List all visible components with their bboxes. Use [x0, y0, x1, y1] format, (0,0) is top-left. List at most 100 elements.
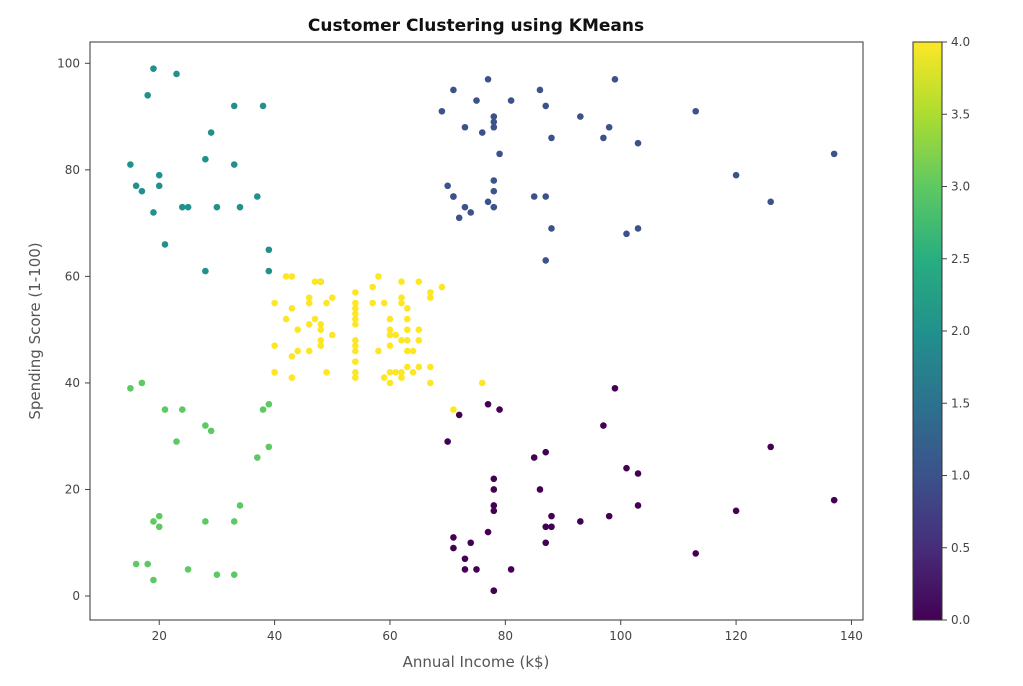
data-point — [444, 438, 451, 445]
data-point — [150, 576, 157, 584]
data-point — [127, 161, 134, 168]
colorbar-tick-label: 3.0 — [951, 180, 970, 194]
data-point — [259, 406, 267, 413]
data-point — [496, 406, 503, 413]
data-point — [213, 203, 221, 211]
data-point — [386, 315, 394, 323]
data-point — [352, 368, 359, 376]
data-point — [398, 374, 405, 381]
data-point — [386, 331, 394, 339]
data-point — [288, 305, 296, 312]
data-point — [202, 518, 209, 525]
data-point — [323, 299, 330, 307]
data-point — [484, 198, 492, 206]
data-point — [375, 347, 382, 355]
data-point — [271, 299, 278, 307]
data-point — [155, 171, 163, 179]
data-point — [605, 123, 613, 131]
data-point — [484, 400, 492, 408]
data-point — [317, 337, 325, 344]
data-point — [328, 331, 336, 339]
data-point — [352, 374, 359, 381]
data-point — [265, 246, 273, 254]
x-tick-label: 120 — [725, 629, 748, 643]
data-point — [444, 182, 451, 190]
x-tick-label: 40 — [267, 629, 282, 643]
y-tick-label: 20 — [65, 482, 80, 496]
data-point — [490, 123, 498, 131]
data-point — [490, 113, 498, 120]
data-point — [161, 406, 169, 413]
data-point — [352, 299, 359, 307]
data-point — [271, 342, 278, 349]
data-point — [542, 193, 550, 200]
data-point — [184, 566, 192, 573]
colorbar-tick-label: 3.5 — [951, 107, 970, 121]
chart-title: Customer Clustering using KMeans — [308, 16, 644, 36]
data-point — [375, 273, 382, 280]
data-point — [450, 86, 457, 94]
data-point — [450, 406, 457, 413]
x-tick-label: 100 — [609, 629, 632, 643]
data-point — [161, 241, 169, 248]
data-point — [352, 358, 359, 365]
data-point — [398, 368, 405, 376]
data-point — [386, 342, 394, 349]
data-point — [138, 379, 146, 387]
data-point — [288, 273, 296, 280]
data-point — [490, 203, 498, 211]
data-point — [536, 486, 544, 493]
data-point — [127, 384, 134, 392]
data-point — [611, 75, 619, 83]
data-point — [155, 182, 163, 190]
x-tick-label: 20 — [152, 629, 167, 643]
data-point — [484, 528, 492, 536]
data-point — [236, 203, 244, 211]
data-point — [450, 534, 457, 541]
data-point — [634, 225, 642, 232]
data-point — [202, 155, 209, 163]
data-point — [542, 539, 550, 547]
data-point — [450, 193, 457, 200]
data-point — [352, 337, 359, 344]
data-point — [623, 230, 630, 238]
data-point — [398, 299, 405, 307]
data-point — [577, 518, 584, 525]
data-point — [507, 97, 515, 104]
data-point — [179, 203, 186, 211]
data-point — [455, 214, 463, 222]
data-point — [271, 368, 278, 376]
data-point — [317, 342, 325, 349]
data-point — [415, 326, 423, 333]
colorbar: 0.0 0.5 1.0 1.5 2.0 2.5 3.0 3.5 4.0 — [912, 35, 970, 627]
data-point — [427, 363, 434, 371]
data-point — [536, 86, 544, 94]
data-point — [767, 198, 774, 206]
data-point — [380, 299, 388, 307]
data-point — [427, 289, 434, 296]
colorbar-tick-label: 0.5 — [951, 541, 970, 555]
data-point — [490, 587, 498, 594]
data-point — [352, 310, 359, 317]
data-point — [294, 347, 301, 355]
x-tick-label: 60 — [382, 629, 397, 643]
data-point — [409, 347, 417, 355]
data-point — [352, 315, 359, 323]
data-point — [173, 70, 180, 78]
data-point — [328, 294, 336, 302]
data-point — [490, 486, 498, 493]
data-point — [692, 107, 700, 115]
x-tick-label: 140 — [840, 629, 863, 643]
data-point — [461, 566, 469, 573]
data-point — [132, 182, 140, 190]
data-point — [398, 278, 405, 286]
data-point — [173, 438, 180, 445]
data-point — [577, 113, 584, 120]
data-point — [478, 379, 486, 387]
data-point — [542, 448, 550, 456]
data-point — [490, 118, 498, 126]
data-point — [403, 363, 411, 371]
data-point — [386, 379, 394, 387]
y-tick-label: 40 — [65, 376, 80, 390]
data-point — [415, 363, 423, 371]
